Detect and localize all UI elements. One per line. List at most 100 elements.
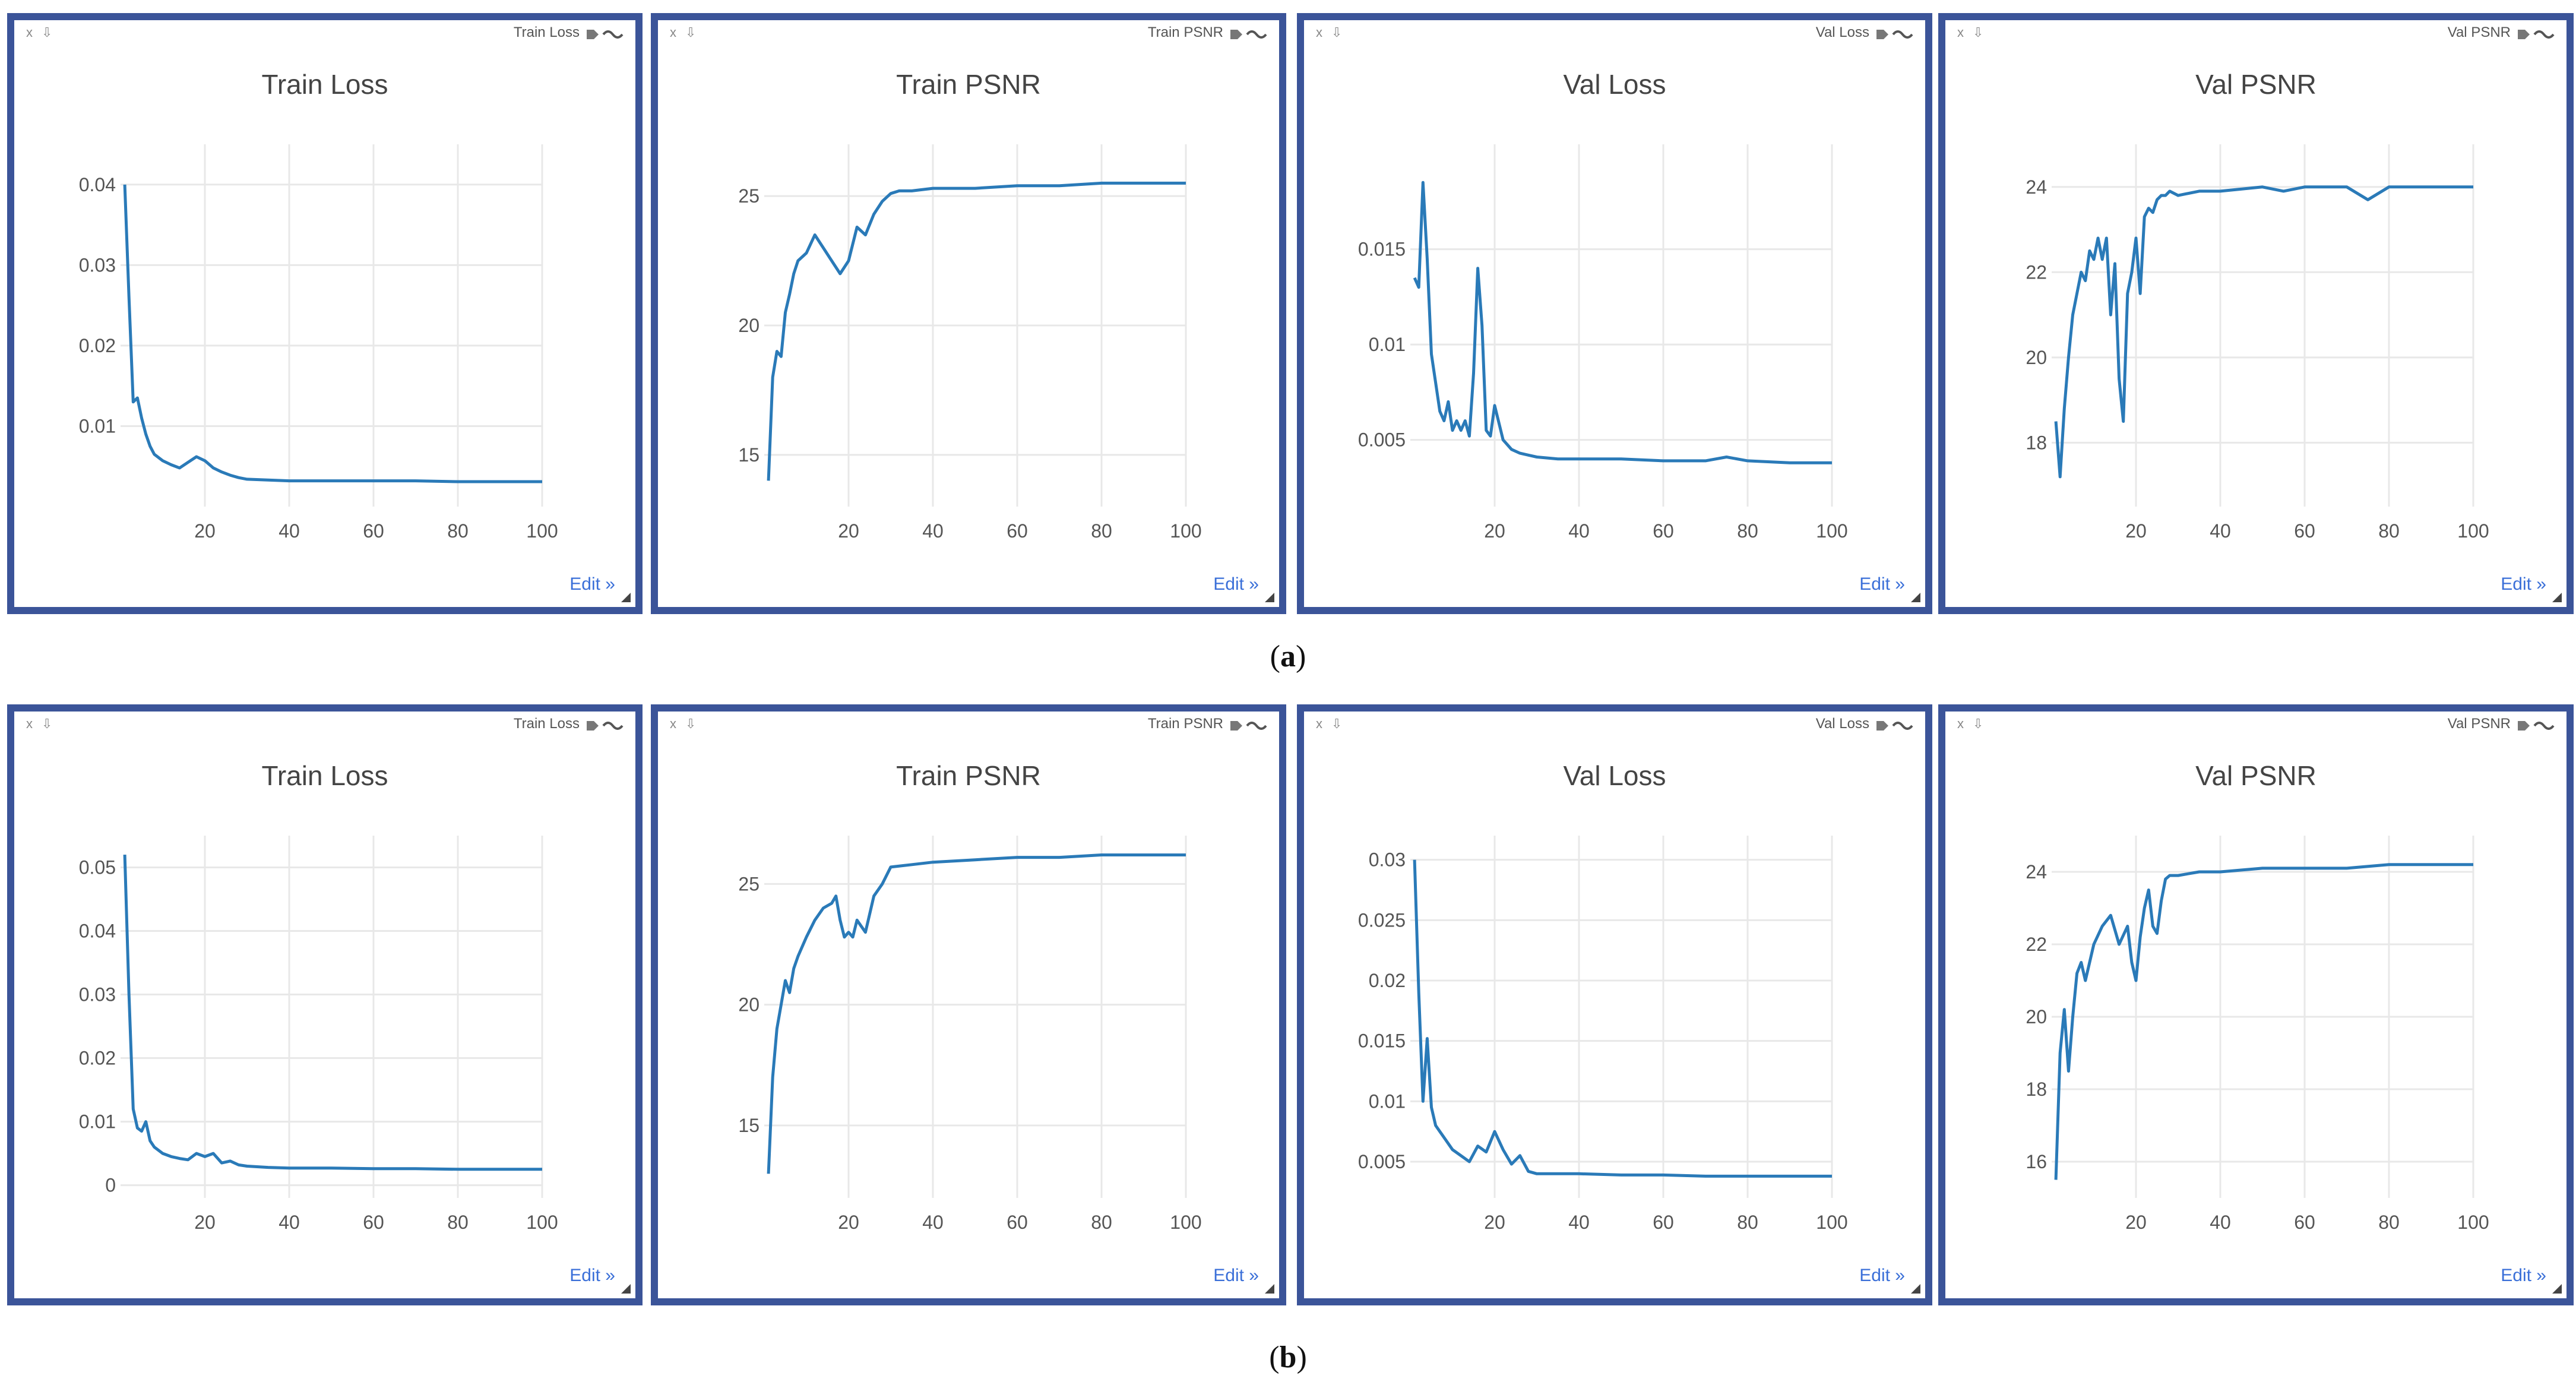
close-icon[interactable]: x bbox=[1957, 25, 1964, 40]
panel-header-label: Train PSNR bbox=[1148, 716, 1223, 732]
tag-icon[interactable] bbox=[1230, 721, 1242, 731]
pin-icon[interactable]: ⇩ bbox=[42, 26, 52, 40]
y-tick-label: 18 bbox=[2026, 432, 2047, 453]
y-tick-label: 20 bbox=[738, 994, 759, 1016]
pin-icon[interactable]: ⇩ bbox=[685, 717, 696, 732]
panel-val-loss-a: x ⇩ Val Loss Val Loss 20 40 60 80 100 0.005 0.01 0.… bbox=[1297, 13, 1932, 614]
line-toggle-icon[interactable] bbox=[1246, 30, 1267, 39]
series-line bbox=[123, 184, 542, 483]
resize-handle-icon[interactable] bbox=[2552, 1284, 2562, 1294]
chart-title: Train Loss bbox=[261, 69, 388, 100]
line-toggle-icon[interactable] bbox=[1246, 722, 1267, 730]
pin-icon[interactable]: ⇩ bbox=[1331, 717, 1342, 732]
close-icon[interactable]: x bbox=[670, 716, 676, 731]
x-tick-label: 100 bbox=[2457, 1212, 2489, 1233]
line-toggle-icon[interactable] bbox=[2533, 30, 2555, 39]
x-tick-label: 80 bbox=[1737, 520, 1758, 542]
y-tick-label: 0.03 bbox=[1369, 849, 1406, 871]
x-tick-label: 20 bbox=[838, 520, 859, 542]
panel-frame bbox=[1938, 704, 2574, 1305]
panel-frame bbox=[1297, 13, 1932, 614]
resize-handle-icon[interactable] bbox=[621, 593, 631, 602]
x-tick-label: 60 bbox=[1653, 1212, 1674, 1233]
panel-train-psnr-a: x ⇩ Train PSNR Train PSNR 20 40 60 80 100 15 20 25 E… bbox=[651, 13, 1286, 614]
series-line bbox=[1413, 181, 1832, 464]
figure-label-a: (a) bbox=[1270, 640, 1306, 673]
pin-icon[interactable]: ⇩ bbox=[685, 26, 696, 40]
x-tick-label: 40 bbox=[1568, 520, 1590, 542]
panel-frame bbox=[1938, 13, 2574, 614]
tag-icon[interactable] bbox=[2518, 30, 2530, 39]
y-tick-label: 22 bbox=[2026, 261, 2047, 283]
line-toggle-icon[interactable] bbox=[2533, 722, 2555, 730]
edit-link[interactable]: Edit » bbox=[569, 1266, 615, 1285]
x-tick-label: 100 bbox=[1170, 520, 1201, 542]
chart-title: Val Loss bbox=[1563, 760, 1666, 791]
panel-train-psnr-b: x ⇩ Train PSNR Train PSNR 20 40 60 80 100 15 20 25 E… bbox=[651, 704, 1286, 1305]
close-icon[interactable]: x bbox=[26, 25, 33, 40]
y-tick-label: 0.01 bbox=[1369, 334, 1406, 355]
close-icon[interactable]: x bbox=[1316, 25, 1322, 40]
y-tick-label: 0.02 bbox=[1369, 970, 1406, 991]
tag-icon[interactable] bbox=[2518, 721, 2530, 731]
y-tick-label: 0.03 bbox=[79, 254, 116, 276]
edit-link[interactable]: Edit » bbox=[569, 574, 615, 594]
pin-icon[interactable]: ⇩ bbox=[42, 717, 52, 732]
x-tick-label: 60 bbox=[2294, 520, 2315, 542]
tag-icon[interactable] bbox=[1876, 30, 1888, 39]
edit-link[interactable]: Edit » bbox=[1213, 574, 1259, 594]
x-tick-label: 60 bbox=[1653, 520, 1674, 542]
edit-link[interactable]: Edit » bbox=[1859, 1266, 1905, 1285]
pin-icon[interactable]: ⇩ bbox=[1973, 26, 1983, 40]
x-tick-label: 40 bbox=[2210, 520, 2231, 542]
chart-title: Val PSNR bbox=[2195, 69, 2316, 100]
pin-icon[interactable]: ⇩ bbox=[1973, 717, 1983, 732]
x-tick-label: 20 bbox=[194, 520, 216, 542]
edit-link[interactable]: Edit » bbox=[1213, 1266, 1259, 1285]
close-icon[interactable]: x bbox=[670, 25, 676, 40]
pin-icon[interactable]: ⇩ bbox=[1331, 26, 1342, 40]
resize-handle-icon[interactable] bbox=[1911, 1284, 1920, 1294]
resize-handle-icon[interactable] bbox=[1911, 593, 1920, 602]
x-tick-label: 80 bbox=[2378, 1212, 2400, 1233]
x-tick-label: 60 bbox=[363, 1212, 384, 1233]
resize-handle-icon[interactable] bbox=[2552, 593, 2562, 602]
panel-frame bbox=[1297, 704, 1932, 1305]
tag-icon[interactable] bbox=[1876, 721, 1888, 731]
y-tick-label: 0.015 bbox=[1358, 239, 1406, 260]
x-tick-label: 40 bbox=[2210, 1212, 2231, 1233]
line-toggle-icon[interactable] bbox=[602, 722, 624, 730]
line-toggle-icon[interactable] bbox=[1892, 30, 1913, 39]
y-tick-label: 24 bbox=[2026, 176, 2047, 198]
chart-title: Train PSNR bbox=[896, 69, 1041, 100]
edit-link[interactable]: Edit » bbox=[2501, 1266, 2546, 1285]
close-icon[interactable]: x bbox=[1957, 716, 1964, 731]
figure-label-a-letter: a bbox=[1280, 640, 1296, 673]
tag-icon[interactable] bbox=[587, 30, 599, 39]
close-icon[interactable]: x bbox=[1316, 716, 1322, 731]
y-tick-label: 0.05 bbox=[79, 857, 116, 878]
y-tick-label: 25 bbox=[738, 185, 759, 207]
x-tick-label: 20 bbox=[2125, 520, 2147, 542]
tag-icon[interactable] bbox=[587, 721, 599, 731]
line-toggle-icon[interactable] bbox=[602, 30, 624, 39]
series-line bbox=[2054, 185, 2473, 479]
panel-train-loss-a: x ⇩ Train Loss Train Loss 20 40 60 80 100 0.01 0.0… bbox=[7, 13, 643, 614]
chart-title: Train PSNR bbox=[896, 760, 1041, 791]
series-line bbox=[767, 853, 1186, 1174]
resize-handle-icon[interactable] bbox=[1265, 593, 1274, 602]
tag-icon[interactable] bbox=[1230, 30, 1242, 39]
panel-header-label: Train Loss bbox=[514, 716, 580, 732]
line-toggle-icon[interactable] bbox=[1892, 722, 1913, 730]
resize-handle-icon[interactable] bbox=[621, 1284, 631, 1294]
x-tick-label: 60 bbox=[1007, 520, 1028, 542]
edit-link[interactable]: Edit » bbox=[1859, 574, 1905, 594]
close-icon[interactable]: x bbox=[26, 716, 33, 731]
panel-frame bbox=[7, 13, 643, 614]
resize-handle-icon[interactable] bbox=[1265, 1284, 1274, 1294]
y-tick-label: 0.04 bbox=[79, 921, 116, 942]
x-tick-label: 20 bbox=[1484, 1212, 1505, 1233]
edit-link[interactable]: Edit » bbox=[2501, 574, 2546, 594]
y-tick-label: 18 bbox=[2026, 1079, 2047, 1100]
y-tick-label: 0.01 bbox=[79, 1111, 116, 1133]
